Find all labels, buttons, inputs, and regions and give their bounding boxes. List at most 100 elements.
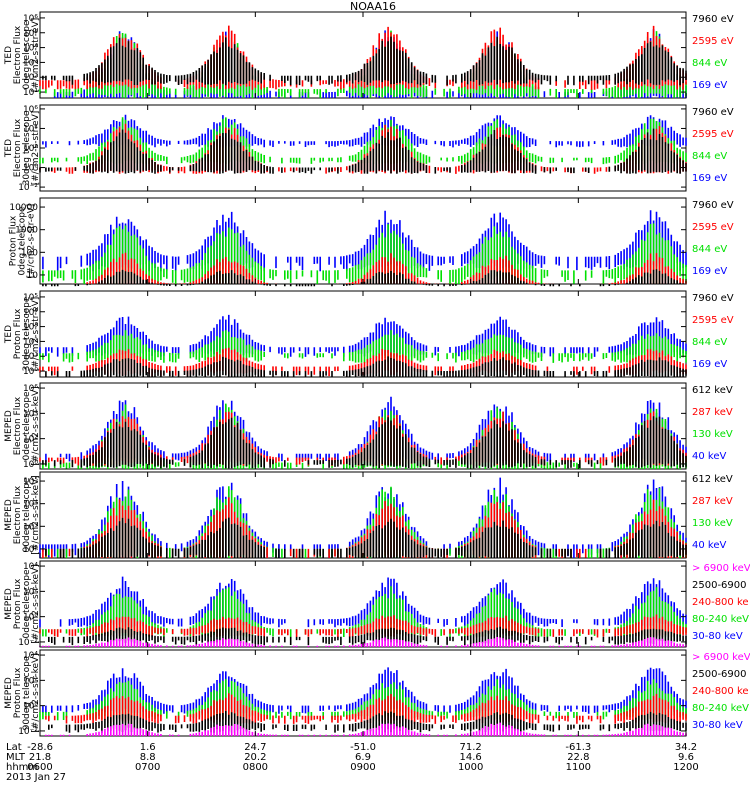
- legend-entry: 2595 eV: [692, 129, 734, 140]
- y-axis-label-line: Proton Flux: [13, 578, 23, 629]
- footer-mlt-value: 8.8: [140, 752, 156, 763]
- footer-hhmm-value: 1000: [458, 762, 483, 773]
- y-axis-label-line: 30deg telescope: [22, 296, 32, 371]
- legend-entry: > 6900 keV: [692, 652, 750, 663]
- y-tick-label: 10²: [23, 587, 38, 597]
- y-axis-label-line: [#/cm2-s-str-eV]: [31, 111, 41, 186]
- y-tick-label: 10000: [9, 203, 38, 213]
- y-tick-label: 10⁵: [23, 29, 38, 39]
- y-axis-label-line: [#/cm2-s-str-keV]: [31, 386, 41, 465]
- footer-date: 2013 Jan 27: [6, 772, 66, 783]
- y-tick-label: 10⁴: [23, 500, 38, 510]
- y-tick-label: 10⁴: [23, 44, 38, 54]
- y-tick-label: 10⁰: [23, 164, 38, 174]
- legend-entry: 169 eV: [692, 173, 727, 184]
- y-tick-label: 10⁰: [23, 460, 38, 470]
- y-axis-label: MEPED Electron Flux 0deg telescope [#/cm2-s…: [4, 386, 41, 465]
- y-axis-label-line: [#/cm2-s-str-eV]: [31, 297, 41, 372]
- legend-entry: 2500-6900: [692, 669, 747, 680]
- footer-lat-value: -28.6: [27, 742, 53, 753]
- legend-entry: 80-240 keV: [692, 614, 749, 625]
- panel-legend: 7960 eV 2595 eV 844 eV 169 eV: [692, 107, 734, 184]
- y-axis-label-line: Electron Flux: [13, 485, 23, 544]
- legend-entry: 40 keV: [692, 540, 726, 551]
- footer-lat-value: 34.2: [675, 742, 697, 753]
- y-tick-label: 10²: [23, 435, 38, 445]
- legend-entry: 30-80 keV: [692, 631, 743, 642]
- series-7960-ev: [42, 269, 687, 287]
- y-axis-label-line: MEPED: [4, 588, 14, 620]
- y-axis-label: MEPED Proton Flux 0deg telescope [#/cm2-s-s…: [4, 564, 41, 643]
- y-axis-label-line: 0deg telescope: [18, 206, 28, 276]
- legend-entry: 30-80 keV: [692, 720, 743, 731]
- y-axis-label-line: TED: [4, 46, 14, 65]
- footer-label-mlt: MLT: [6, 752, 26, 763]
- y-tick-label: 10⁻²: [18, 638, 38, 648]
- y-axis-label-line: 0deg telescope: [22, 391, 32, 461]
- y-axis-label-line: Proton Flux: [13, 308, 23, 359]
- y-tick-label: 10²: [23, 545, 38, 555]
- y-axis-label-line: Proton Flux: [13, 667, 23, 718]
- legend-entry: 2595 eV: [692, 315, 734, 326]
- y-axis-label-line: 90deg telescope: [22, 655, 32, 730]
- footer-hhmm-value: 0700: [135, 762, 160, 773]
- y-axis-label-line: [#/cm2-s-str-eV]: [31, 18, 41, 93]
- legend-entry: 40 keV: [692, 451, 726, 462]
- y-axis-label-line: [#/cm2-s-str-eV]: [27, 204, 37, 279]
- y-axis-label-line: Electron Flux: [13, 396, 23, 455]
- series--6900-kev: [45, 722, 687, 736]
- y-axis-label-line: [#/cm2-s-str-keV]: [31, 564, 41, 643]
- footer-hhmm-value: 0600: [27, 762, 52, 773]
- series-844-ev: [42, 223, 687, 284]
- y-axis-label-line: [#/cm2-s-str-keV]: [31, 653, 41, 732]
- y-axis-label-line: TED: [4, 325, 14, 344]
- footer-label-lat: Lat: [6, 742, 22, 753]
- y-axis-label: Proton Flux 0deg telescope [#/cm2-s-str-eV…: [9, 204, 37, 279]
- y-axis-label-line: MEPED: [4, 410, 14, 442]
- y-tick-label: 10²: [23, 73, 38, 83]
- y-axis-label-line: Proton Flux: [9, 215, 19, 266]
- y-axis-label: MEPED Proton Flux 90deg telescope [#/cm2-s-…: [4, 653, 41, 732]
- legend-entry: 169 eV: [692, 80, 727, 91]
- y-axis-label-line: MEPED: [4, 677, 14, 709]
- series-2500-6900: [48, 711, 687, 733]
- y-axis-label: TED Electron Flux 0deg telescope [#/cm2-s-s…: [4, 18, 41, 93]
- y-axis-label-line: TED: [4, 139, 14, 158]
- series-7960-ev: [39, 128, 687, 174]
- y-tick-label: 10⁵: [23, 477, 38, 487]
- series-7960-ev: [42, 36, 687, 86]
- footer-lat-value: 24.7: [244, 742, 266, 753]
- series-240-800-ke: [39, 614, 687, 638]
- y-axis-label-line: 90deg telescope: [22, 477, 32, 552]
- y-axis-label: MEPED Electron Flux 90deg telescope [#/cm2-…: [4, 475, 41, 554]
- footer-lat-value: 71.2: [460, 742, 482, 753]
- footer-hhmm-value: 1200: [673, 762, 698, 773]
- legend-entry: 2500-6900: [692, 580, 747, 591]
- legend-entry: 844 eV: [692, 58, 727, 69]
- y-tick-label: 10⁴: [23, 562, 38, 572]
- y-axis-label-line: Electron Flux: [13, 25, 23, 84]
- y-tick-label: 10³: [23, 58, 38, 68]
- legend-entry: 169 eV: [692, 359, 727, 370]
- y-tick-label: 10⁴: [23, 308, 38, 318]
- y-tick-label: 10⁴: [23, 651, 38, 661]
- y-tick-label: 10³: [23, 323, 38, 333]
- y-tick-label: 10⁵: [23, 293, 38, 303]
- series-130-kev: [45, 486, 687, 558]
- legend-entry: 844 eV: [692, 244, 727, 255]
- y-tick-label: 10⁶: [23, 14, 38, 24]
- y-tick-label: 10²: [23, 676, 38, 686]
- legend-entry: 7960 eV: [692, 14, 734, 25]
- y-tick-label: 10⁻²: [18, 183, 38, 193]
- y-axis-label-line: 30deg telescope: [22, 110, 32, 185]
- y-axis-label-line: [#/cm2-s-str-keV]: [31, 475, 41, 554]
- y-axis-label-line: 0deg telescope: [22, 569, 32, 639]
- y-tick-label: 10⁰: [23, 613, 38, 623]
- y-tick-label: 10²: [23, 144, 38, 154]
